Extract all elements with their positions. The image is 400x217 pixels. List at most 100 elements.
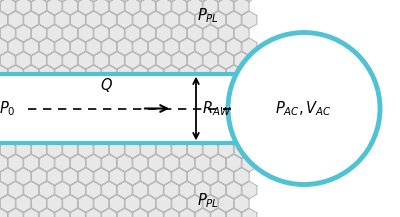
Polygon shape (156, 168, 171, 185)
Polygon shape (133, 209, 148, 217)
Polygon shape (148, 38, 163, 55)
Polygon shape (55, 127, 70, 145)
Polygon shape (94, 52, 109, 69)
Polygon shape (195, 181, 210, 199)
Polygon shape (39, 181, 54, 199)
Polygon shape (63, 168, 78, 185)
Polygon shape (102, 155, 116, 172)
Text: $P_{AC}, V_{AC}$: $P_{AC}, V_{AC}$ (276, 99, 332, 118)
Polygon shape (70, 181, 85, 199)
Polygon shape (172, 141, 187, 158)
Polygon shape (94, 195, 109, 212)
Polygon shape (195, 155, 210, 172)
Polygon shape (70, 127, 85, 145)
Polygon shape (0, 11, 8, 28)
Polygon shape (242, 38, 257, 55)
Polygon shape (55, 209, 70, 217)
Polygon shape (0, 141, 15, 158)
Polygon shape (125, 25, 140, 42)
Polygon shape (133, 155, 148, 172)
Polygon shape (211, 155, 226, 172)
Polygon shape (24, 38, 38, 55)
Polygon shape (211, 65, 226, 82)
Polygon shape (156, 195, 171, 212)
Polygon shape (125, 195, 140, 212)
Polygon shape (133, 0, 148, 1)
Polygon shape (86, 11, 101, 28)
Polygon shape (78, 195, 93, 212)
Polygon shape (180, 155, 194, 172)
Polygon shape (180, 11, 194, 28)
Polygon shape (141, 141, 156, 158)
Polygon shape (16, 141, 31, 158)
Polygon shape (55, 65, 70, 82)
Polygon shape (39, 11, 54, 28)
Polygon shape (0, 38, 8, 55)
Polygon shape (148, 0, 163, 1)
Polygon shape (164, 155, 179, 172)
Polygon shape (78, 0, 93, 15)
Polygon shape (117, 155, 132, 172)
Polygon shape (219, 0, 234, 15)
Polygon shape (117, 38, 132, 55)
Polygon shape (0, 209, 8, 217)
Polygon shape (125, 141, 140, 158)
Polygon shape (32, 168, 46, 185)
Polygon shape (203, 0, 218, 15)
Polygon shape (47, 25, 62, 42)
Polygon shape (195, 38, 210, 55)
Polygon shape (110, 52, 124, 69)
Polygon shape (24, 127, 38, 145)
Polygon shape (164, 65, 179, 82)
Polygon shape (180, 209, 194, 217)
Polygon shape (0, 195, 15, 212)
Polygon shape (94, 141, 109, 158)
Polygon shape (39, 127, 54, 145)
Polygon shape (180, 38, 194, 55)
Polygon shape (125, 52, 140, 69)
Polygon shape (47, 52, 62, 69)
Polygon shape (188, 25, 202, 42)
Polygon shape (226, 209, 241, 217)
Polygon shape (16, 195, 31, 212)
Polygon shape (78, 25, 93, 42)
Polygon shape (172, 195, 187, 212)
Polygon shape (102, 38, 116, 55)
Bar (0, 74, 236, 143)
Polygon shape (125, 0, 140, 15)
Polygon shape (70, 155, 85, 172)
Polygon shape (180, 0, 194, 1)
Polygon shape (86, 0, 101, 1)
Polygon shape (8, 38, 23, 55)
Polygon shape (63, 25, 78, 42)
Polygon shape (24, 11, 38, 28)
Polygon shape (188, 141, 202, 158)
Polygon shape (0, 52, 15, 69)
Polygon shape (141, 168, 156, 185)
Polygon shape (102, 209, 116, 217)
Polygon shape (110, 168, 124, 185)
Polygon shape (211, 38, 226, 55)
Polygon shape (47, 141, 62, 158)
Bar (0, 75, 234, 142)
Polygon shape (211, 181, 226, 199)
Polygon shape (234, 0, 249, 15)
Polygon shape (234, 141, 249, 158)
Polygon shape (234, 52, 249, 69)
Polygon shape (211, 127, 226, 145)
Polygon shape (117, 181, 132, 199)
Polygon shape (102, 181, 116, 199)
Polygon shape (24, 181, 38, 199)
Polygon shape (226, 181, 241, 199)
Polygon shape (70, 65, 85, 82)
Polygon shape (188, 0, 202, 15)
Text: $R_{AW}$: $R_{AW}$ (202, 99, 232, 118)
Polygon shape (226, 0, 241, 1)
Polygon shape (219, 141, 234, 158)
Polygon shape (70, 38, 85, 55)
Polygon shape (133, 181, 148, 199)
Polygon shape (102, 0, 116, 1)
Polygon shape (219, 168, 234, 185)
Polygon shape (164, 181, 179, 199)
Polygon shape (148, 127, 163, 145)
